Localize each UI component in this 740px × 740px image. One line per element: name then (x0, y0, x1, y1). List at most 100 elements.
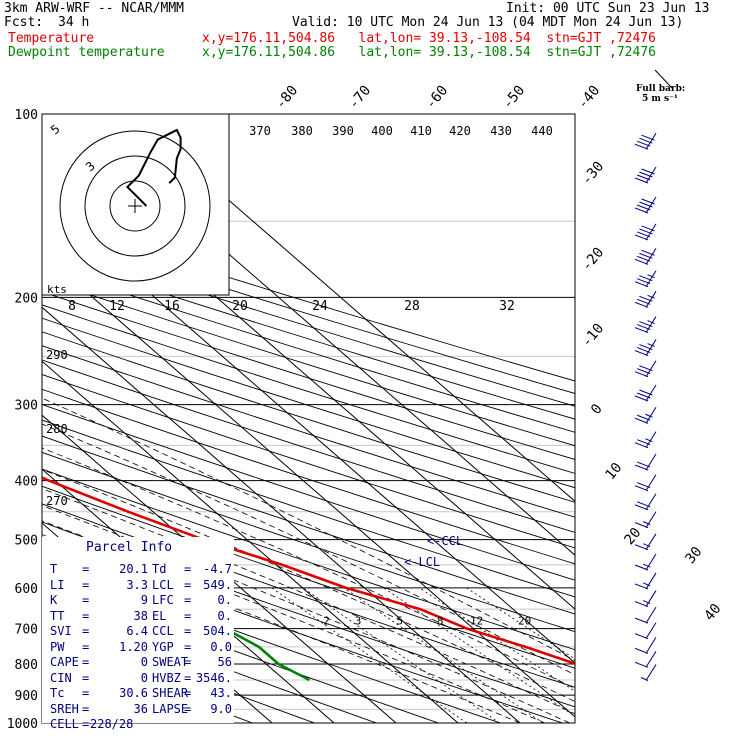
temperature-location: x,y=176.11,504.86 lat,lon= 39.13,-108.54… (202, 31, 656, 46)
wind-barb-flag (643, 563, 651, 568)
dry-adiabat (42, 435, 575, 615)
moist-adiabat (42, 488, 575, 715)
wind-barb (634, 166, 657, 184)
pressure-tick-label: 300 (15, 399, 38, 414)
wind-barb-flag (637, 298, 651, 305)
dry-adiabat (42, 451, 575, 633)
parcel-label: T (50, 562, 58, 576)
temperature-profile (42, 476, 575, 666)
wind-barb-flag (634, 464, 649, 471)
wind-barb-flag (637, 140, 651, 147)
parcel-label: CAPE (50, 655, 79, 669)
wind-barb-flag (634, 617, 649, 624)
barb-legend-staff (654, 69, 673, 89)
model-title: 3km ARW-WRF -- NCAR/MMM (4, 1, 185, 16)
dry-adiabat (42, 278, 575, 447)
mixing-ratio-line (271, 587, 468, 723)
parcel-info-title: Parcel Info (86, 540, 173, 555)
wind-barb-flag (634, 601, 649, 608)
isotherm (42, 198, 575, 664)
dry-adiabat (42, 265, 575, 433)
wind-barb-staff (645, 132, 657, 150)
wind-barb-flag (645, 413, 653, 418)
wind-barb-flag (634, 647, 649, 654)
parcel-value: 1.20 (119, 639, 148, 654)
wind-barb-flag (634, 258, 649, 265)
pressure-tick-label: 200 (15, 291, 38, 306)
parcel-label: TT (50, 608, 65, 623)
wind-barb (634, 223, 657, 241)
wind-barb (634, 622, 657, 640)
wind-barb (634, 553, 657, 571)
hodograph-trace (125, 128, 182, 207)
parcel-equals: = (184, 577, 192, 592)
pressure-tick-label: 1000 (7, 717, 38, 732)
isotherm-label: -70 (346, 83, 375, 113)
wind-barb-staff (645, 453, 657, 471)
wind-barb (634, 637, 657, 654)
isotherm-label: -20 (579, 245, 608, 275)
wind-barb-staff (645, 316, 657, 333)
wind-barb-flag (634, 371, 649, 378)
hodo-speed-label: 12 (109, 299, 125, 314)
wind-barb-flag (637, 501, 651, 508)
parcel-value: 20.1 (119, 562, 148, 576)
mixing-ratio-label: 12 (470, 615, 483, 628)
wind-barb (634, 132, 657, 150)
moist-adiabat (42, 505, 570, 723)
dry-adiabat (42, 579, 439, 723)
wind-barb-staff (645, 572, 657, 590)
parcel-equals: = (184, 655, 192, 669)
wind-barb-flag (634, 544, 649, 551)
temperature-legend: Temperature (8, 31, 95, 46)
parcel-equals: = (82, 577, 90, 592)
dry-adiabat (42, 331, 575, 503)
wind-barb-flag (637, 347, 651, 354)
parcel-label: SREH (50, 701, 79, 716)
isotherm (42, 252, 575, 718)
parcel-equals: = (184, 593, 192, 607)
wind-barb-flag (639, 252, 653, 259)
mixing-ratio-line (343, 587, 544, 723)
pressure-tick-label: 400 (15, 475, 38, 490)
parcel-equals: = (184, 608, 192, 623)
wind-barb-staff (645, 553, 657, 571)
wind-barb (634, 493, 657, 511)
wind-barb-flag (634, 301, 649, 308)
barb-legend: Full barb: 5 m s⁻¹ (636, 84, 685, 104)
theta-label: 290 (46, 348, 68, 362)
hodo-speed-label: 32 (499, 299, 515, 314)
wind-barb-flag (637, 204, 651, 211)
pressure-tick-label: 600 (15, 582, 38, 597)
theta-label: 390 (332, 124, 354, 138)
parcel-equals: = (184, 686, 192, 700)
parcel-label: LI (50, 577, 65, 592)
wind-barb-flag (634, 143, 649, 150)
mixing-ratio-label: 5 (396, 615, 403, 628)
parcel-equals: = (82, 608, 90, 623)
isotherm-label: 40 (701, 601, 724, 624)
wind-barb-flag (634, 633, 649, 640)
hodo-speed-label: 20 (232, 299, 248, 314)
dry-adiabat (42, 485, 575, 669)
wind-barb-staff (645, 406, 657, 424)
hodograph-ring (59, 130, 211, 282)
isotherm-label: -40 (575, 83, 604, 113)
dewpoint-legend: Dewpoint temperature (8, 45, 165, 60)
pressure-tick-label: 500 (15, 534, 38, 549)
parcel-value: 0. (217, 593, 232, 607)
isotherm (67, 114, 575, 556)
wind-barb-flag (634, 177, 649, 184)
wind-barb (634, 474, 657, 492)
pressure-tick-label: 700 (15, 623, 38, 638)
wind-barb-flag (634, 281, 649, 288)
wind-barb-flag (634, 522, 649, 529)
wind-barb-flag (639, 228, 653, 235)
parcel-value: 0.0 (210, 639, 232, 654)
parcel-value: -4.7 (203, 562, 232, 576)
wind-barb-flag (641, 198, 655, 205)
parcel-label: LFC (152, 593, 174, 607)
parcel-value: 504. (203, 624, 232, 638)
wind-barb-flag (634, 417, 649, 424)
